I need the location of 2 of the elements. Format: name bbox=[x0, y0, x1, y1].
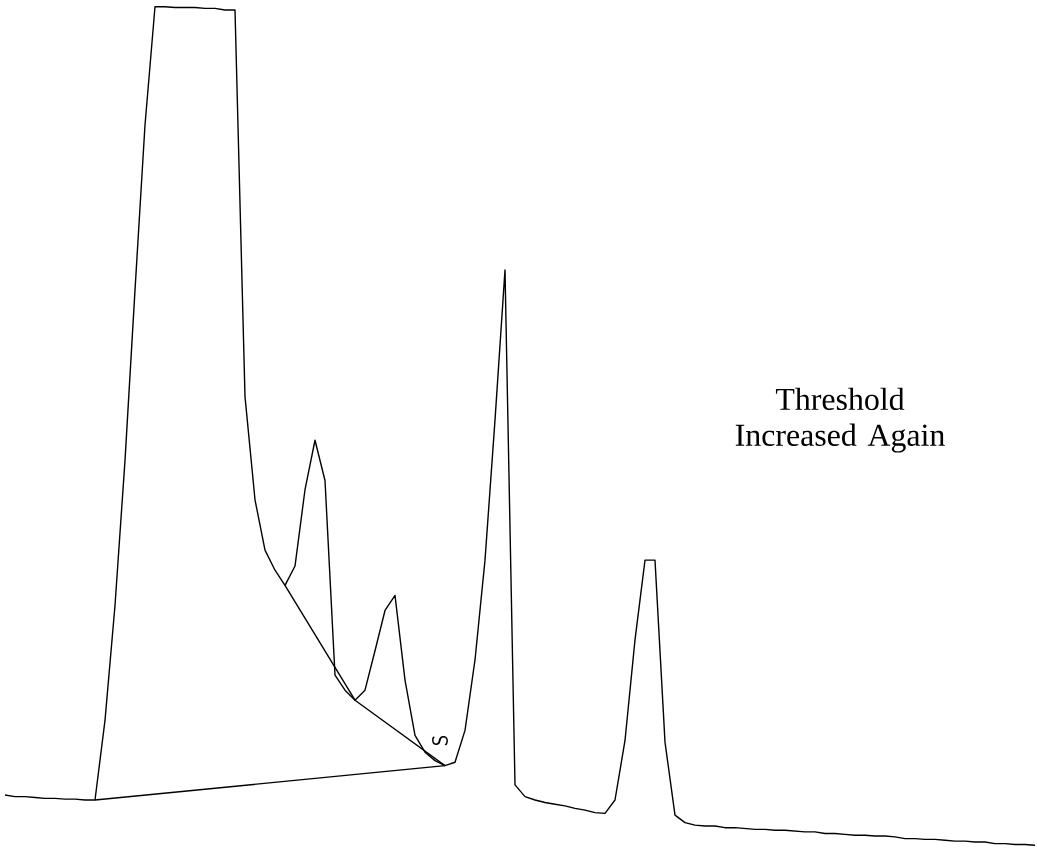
annotation: Threshold Increased Again bbox=[735, 387, 945, 453]
annotation: S bbox=[432, 735, 448, 746]
